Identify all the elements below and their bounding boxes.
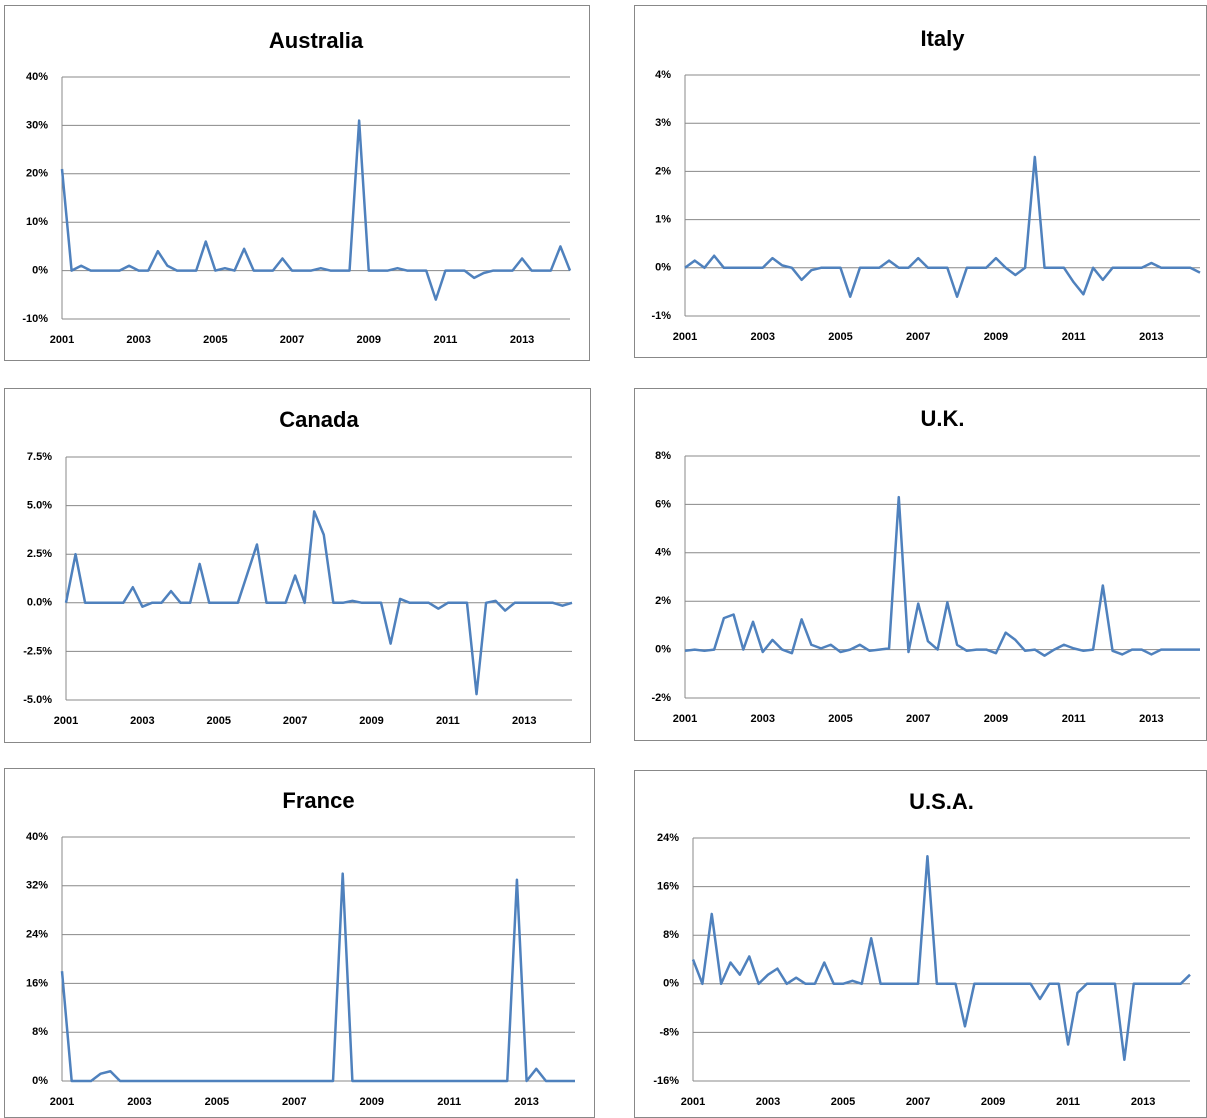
x-tick-label: 2001 — [50, 1096, 74, 1108]
y-tick-label: 20% — [26, 168, 48, 180]
y-tick-label: 2% — [655, 595, 671, 607]
chart-title: Australia — [269, 28, 364, 53]
x-tick-label: 2011 — [1062, 331, 1086, 343]
x-tick-label: 2011 — [436, 715, 460, 727]
x-tick-label: 2007 — [280, 334, 304, 346]
y-tick-label: 7.5% — [27, 451, 52, 463]
y-tick-label: 30% — [26, 119, 48, 131]
y-tick-label: 10% — [26, 216, 48, 228]
y-tick-label: -2.5% — [23, 645, 52, 657]
x-tick-label: 2005 — [203, 334, 227, 346]
x-tick-label: 2009 — [359, 1096, 383, 1108]
x-tick-label: 2013 — [1139, 331, 1163, 343]
chart-frame — [634, 388, 1207, 741]
x-tick-label: 2007 — [906, 1096, 930, 1108]
x-tick-label: 2007 — [283, 715, 307, 727]
x-tick-label: 2011 — [437, 1096, 461, 1108]
data-line — [60, 872, 575, 1083]
x-tick-label: 2003 — [750, 331, 774, 343]
chart-title: U.S.A. — [909, 789, 974, 814]
x-tick-label: 2007 — [282, 1096, 306, 1108]
x-tick-label: 2001 — [673, 713, 697, 725]
y-tick-label: 0% — [655, 262, 671, 274]
x-tick-label: 2009 — [984, 331, 1008, 343]
y-tick-label: 8% — [663, 929, 679, 941]
x-tick-label: 2001 — [54, 715, 78, 727]
x-tick-label: 2005 — [828, 713, 852, 725]
x-tick-label: 2013 — [512, 715, 536, 727]
y-tick-label: 2% — [655, 165, 671, 177]
x-tick-label: 2011 — [1062, 713, 1086, 725]
x-tick-label: 2003 — [750, 713, 774, 725]
x-tick-label: 2013 — [514, 1096, 538, 1108]
x-tick-label: 2007 — [906, 331, 930, 343]
chart-title: France — [282, 788, 354, 813]
y-tick-label: 1% — [655, 214, 671, 226]
x-tick-label: 2003 — [756, 1096, 780, 1108]
y-tick-label: 40% — [26, 71, 48, 83]
x-tick-label: 2003 — [130, 715, 154, 727]
data-line — [60, 119, 572, 301]
y-tick-label: 16% — [26, 977, 48, 989]
data-line — [684, 495, 1200, 657]
chart-frame — [4, 5, 590, 361]
x-tick-label: 2005 — [205, 1096, 229, 1108]
y-tick-label: 16% — [657, 881, 679, 893]
y-tick-label: 3% — [655, 117, 671, 129]
x-tick-label: 2011 — [433, 334, 457, 346]
y-tick-label: -16% — [653, 1075, 679, 1087]
x-tick-label: 2001 — [673, 331, 697, 343]
x-tick-label: 2005 — [828, 331, 852, 343]
y-tick-label: -1% — [651, 310, 671, 322]
chart-frame — [634, 5, 1207, 358]
x-tick-label: 2003 — [127, 1096, 151, 1108]
y-tick-label: -2% — [651, 692, 671, 704]
y-tick-label: 0.0% — [27, 597, 52, 609]
data-line — [691, 854, 1191, 1061]
y-tick-label: 4% — [655, 547, 671, 559]
x-tick-label: 2013 — [1131, 1096, 1155, 1108]
x-tick-label: 2011 — [1056, 1096, 1080, 1108]
y-tick-label: 0% — [663, 978, 679, 990]
x-tick-label: 2013 — [510, 334, 534, 346]
y-tick-label: 5.0% — [27, 500, 52, 512]
x-tick-label: 2005 — [831, 1096, 855, 1108]
x-tick-label: 2013 — [1139, 713, 1163, 725]
x-tick-label: 2009 — [356, 334, 380, 346]
x-tick-label: 2001 — [681, 1096, 705, 1108]
y-tick-label: -10% — [22, 313, 48, 325]
data-line — [684, 155, 1201, 298]
y-tick-label: 0% — [655, 644, 671, 656]
y-tick-label: -8% — [659, 1026, 679, 1038]
x-tick-label: 2009 — [984, 713, 1008, 725]
x-tick-label: 2009 — [981, 1096, 1005, 1108]
y-tick-label: 6% — [655, 498, 671, 510]
y-tick-label: 4% — [655, 69, 671, 81]
chart-title: U.K. — [921, 406, 965, 431]
y-tick-label: 0% — [32, 265, 48, 277]
y-tick-label: 40% — [26, 831, 48, 843]
y-tick-label: 0% — [32, 1075, 48, 1087]
y-tick-label: 8% — [655, 450, 671, 462]
y-tick-label: 2.5% — [27, 548, 52, 560]
y-tick-label: 24% — [26, 929, 48, 941]
y-tick-label: 32% — [26, 880, 48, 892]
x-tick-label: 2005 — [207, 715, 231, 727]
y-tick-label: 8% — [32, 1026, 48, 1038]
chart-title: Italy — [920, 26, 965, 51]
x-tick-label: 2001 — [50, 334, 74, 346]
x-tick-label: 2009 — [359, 715, 383, 727]
y-tick-label: -5.0% — [23, 694, 52, 706]
chart-frame — [4, 388, 591, 743]
x-tick-label: 2007 — [906, 713, 930, 725]
y-tick-label: 24% — [657, 832, 679, 844]
x-tick-label: 2003 — [126, 334, 150, 346]
chart-title: Canada — [279, 407, 359, 432]
data-line — [64, 510, 573, 696]
chart-frame — [4, 768, 595, 1118]
